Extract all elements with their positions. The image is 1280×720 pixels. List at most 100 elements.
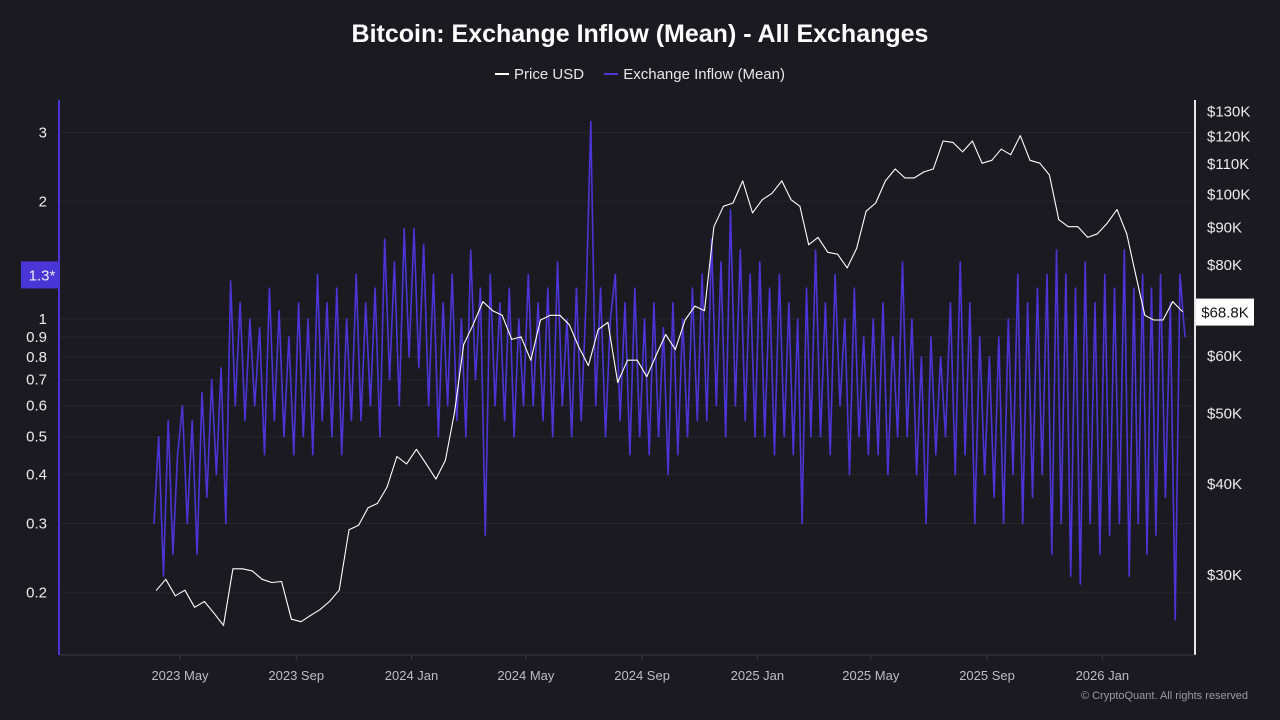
inflow-point — [542, 419, 544, 422]
inflow-point — [365, 302, 367, 304]
price-point — [232, 568, 234, 570]
price-point — [827, 251, 829, 253]
price-point — [501, 314, 503, 316]
inflow-point — [254, 405, 256, 407]
inflow-point — [944, 436, 947, 438]
inflow-point — [788, 302, 790, 304]
inflow-point — [844, 318, 846, 320]
inflow-point — [974, 522, 976, 525]
price-point — [1126, 233, 1128, 235]
inflow-point — [1150, 287, 1153, 289]
price-point — [377, 502, 379, 504]
price-point — [1096, 233, 1098, 235]
inflow-point — [643, 318, 646, 320]
price-point — [194, 606, 196, 608]
inflow-point — [648, 453, 650, 456]
inflow-point — [460, 318, 462, 320]
inflow-point — [1007, 318, 1009, 320]
legend-item-price[interactable]: Price USD — [495, 66, 584, 83]
inflow-point — [819, 436, 822, 438]
left-tick-label: 2 — [39, 193, 47, 210]
inflow-point — [561, 405, 563, 407]
inflow-point — [916, 473, 918, 476]
price-point — [1106, 222, 1108, 224]
price-point — [981, 162, 983, 164]
price-point — [1087, 236, 1089, 238]
price-point — [1067, 226, 1069, 228]
inflow-point — [1031, 496, 1034, 498]
inflow-point — [307, 318, 309, 320]
price-point — [597, 329, 599, 331]
inflow-point — [658, 436, 660, 438]
inflow-point — [858, 436, 860, 438]
inflow-point — [964, 453, 966, 456]
inflow-point — [283, 436, 285, 438]
price-point — [482, 301, 484, 303]
price-point — [251, 570, 253, 572]
left-tick-label: 0.3 — [26, 515, 47, 532]
price-point — [520, 336, 522, 338]
price-point — [472, 324, 474, 326]
inflow-point — [158, 436, 160, 438]
price-point — [952, 141, 954, 143]
inflow-point — [288, 336, 290, 338]
inflow-point — [810, 436, 812, 438]
price-point — [1153, 319, 1155, 321]
inflow-point — [1070, 575, 1072, 577]
inflow-point — [220, 367, 222, 369]
price-point — [396, 456, 398, 458]
inflow-point — [839, 405, 841, 407]
inflow-point — [191, 419, 193, 422]
price-point — [703, 310, 705, 312]
inflow-point — [792, 453, 794, 456]
inflow-point — [552, 436, 554, 438]
inflow-point — [1099, 553, 1101, 556]
inflow-point — [1104, 273, 1106, 276]
inflow-point — [1094, 302, 1096, 304]
inflow-point — [993, 496, 995, 498]
inflow-point — [867, 453, 870, 456]
price-point — [923, 171, 925, 173]
price-point — [444, 459, 446, 461]
left-tick-label: 1 — [39, 311, 47, 328]
price-point — [913, 177, 915, 179]
inflow-point — [331, 436, 333, 438]
inflow-point — [935, 453, 937, 456]
price-point — [1058, 219, 1060, 221]
inflow-point — [769, 287, 771, 289]
inflow-point — [186, 522, 188, 525]
chart-title: Bitcoin: Exchange Inflow (Mean) - All Ex… — [351, 20, 929, 48]
inflow-point — [783, 436, 785, 438]
price-point — [799, 205, 801, 207]
inflow-point — [278, 310, 280, 312]
inflow-point — [206, 496, 208, 498]
inflow-point — [484, 534, 486, 536]
inflow-point — [508, 287, 510, 289]
price-point — [463, 343, 465, 345]
price-point — [309, 615, 311, 617]
price-point — [155, 589, 157, 591]
inflow-point — [181, 405, 184, 407]
inflow-point — [797, 318, 799, 320]
inflow-point — [403, 228, 405, 230]
price-point — [761, 199, 763, 201]
left-tick-label: 0.8 — [26, 349, 47, 366]
legend-label-inflow: Exchange Inflow (Mean) — [623, 65, 785, 83]
inflow-point — [988, 356, 990, 358]
inflow-point — [682, 318, 684, 320]
right-current-value-badge — [1196, 298, 1254, 326]
left-tick-label: 0.6 — [26, 398, 47, 415]
inflow-point — [312, 453, 314, 456]
inflow-point — [805, 287, 808, 289]
price-point — [174, 595, 176, 597]
inflow-point — [249, 318, 251, 320]
right-tick-label: $30K — [1207, 567, 1242, 584]
inflow-point — [259, 327, 261, 329]
price-point — [1039, 162, 1041, 164]
price-point — [837, 253, 839, 255]
inflow-point — [653, 302, 655, 304]
x-tick-label: 2024 Sep — [614, 668, 670, 683]
right-tick-label: $130K — [1207, 103, 1250, 120]
inflow-point — [1155, 534, 1157, 536]
legend-item-inflow[interactable]: Exchange Inflow (Mean) — [604, 66, 785, 83]
